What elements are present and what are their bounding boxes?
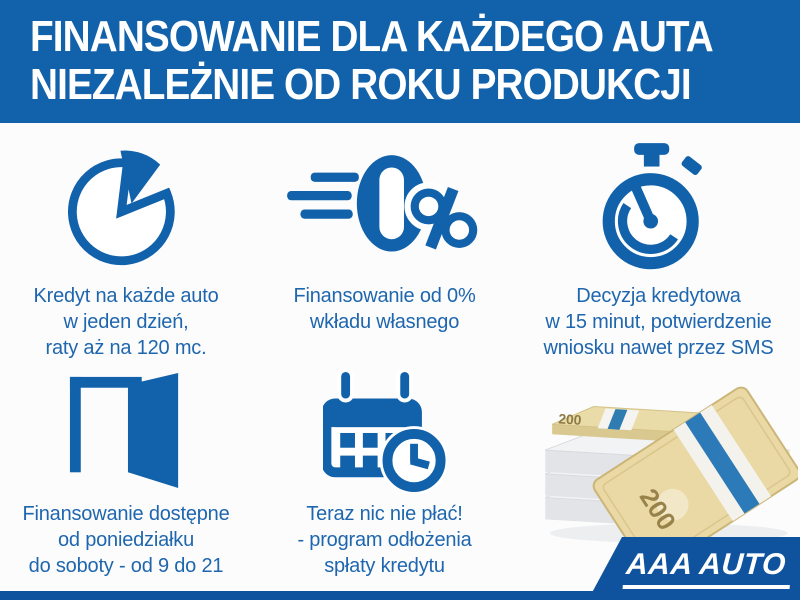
feature-opening-hours: Finansowanie dostępne od poniedziałku do… (0, 369, 252, 579)
feature-credit-one-day: Kredyt na każde auto w jeden dzień, raty… (0, 143, 252, 361)
feature-text-line: w 15 minut, potwierdzenie (545, 311, 772, 333)
calendar-clock-icon (322, 368, 447, 494)
money-bundle-front: 200 (592, 386, 798, 551)
feature-text-line: spłaty kredytu (324, 555, 445, 577)
feature-text-line: Finansowanie dostępne (22, 503, 230, 525)
header-line-1: FINANSOWANIE DLA KAŻDEGO AUTA (30, 12, 714, 61)
feature-text-line: Kredyt na każde auto (33, 285, 219, 307)
feature-deferred-payment: Teraz nic nie płać! - program odłożenia … (252, 368, 517, 579)
feature-zero-percent: Finansowanie od 0% wkładu własnego (252, 143, 517, 361)
feature-text-line: raty aż na 120 mc. (45, 337, 207, 359)
zero-percent-icon (287, 154, 478, 252)
feature-text-line: - program odłożenia (297, 529, 472, 551)
feature-text-line: do soboty - od 9 do 21 (28, 555, 224, 577)
bottom-strip (0, 591, 800, 600)
header-line-2: NIEZALEŻNIE OD ROKU PRODUKCJI (30, 60, 692, 109)
feature-text-line: Decyzja kredytowa (576, 285, 741, 307)
money-stacks-image: 200 200 (544, 386, 798, 551)
feature-text-line: w jeden dzień, (63, 311, 189, 333)
aaa-auto-logo: AAA AUTO (588, 537, 800, 600)
feature-text-line: wniosku nawet przez SMS (543, 337, 774, 359)
stopwatch-icon (602, 143, 702, 270)
pie-chart-icon (68, 150, 175, 266)
feature-text-line: Finansowanie od 0% (293, 285, 476, 307)
feature-text-line: wkładu własnego (309, 311, 460, 333)
aaa-auto-logo-text: AAA AUTO (622, 548, 792, 589)
feature-money: 200 200 (517, 369, 800, 579)
feature-fast-decision: Decyzja kredytowa w 15 minut, potwierdze… (517, 143, 800, 361)
svg-text:200: 200 (557, 410, 581, 428)
feature-grid: Kredyt na każde auto w jeden dzień, raty… (0, 123, 800, 579)
feature-text-line: od poniedziałku (58, 529, 194, 551)
open-door-icon (69, 372, 179, 489)
feature-text-line: Teraz nic nie płać! (306, 503, 463, 525)
header-banner: FINANSOWANIE DLA KAŻDEGO AUTA NIEZALEŻNI… (0, 0, 800, 123)
